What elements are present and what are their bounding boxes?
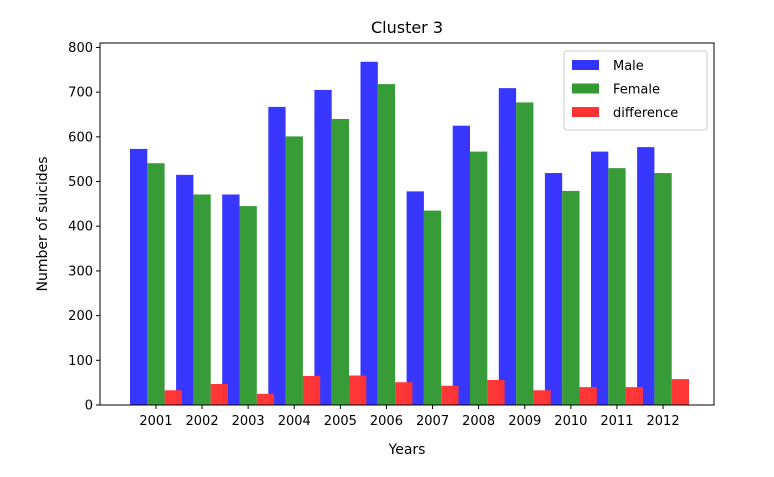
y-tick-label: 200 (68, 309, 93, 324)
legend-swatch-female (572, 83, 599, 94)
bar-difference-2011 (625, 387, 643, 405)
bar-female-2006 (377, 84, 396, 405)
bar-difference-2009 (533, 390, 551, 405)
y-axis: 0 100 200 300 400 500 600 700 800 (68, 41, 100, 414)
y-tick-label: 600 (68, 130, 93, 145)
bar-female-2011 (608, 168, 626, 405)
bar-male-2001 (130, 148, 148, 405)
chart-title: Cluster 3 (371, 18, 443, 37)
bar-difference-2006 (395, 382, 413, 405)
x-tick-label: 2005 (324, 414, 357, 429)
bar-male-2004 (268, 106, 286, 406)
bar-female-2008 (470, 151, 488, 405)
bar-difference-2005 (349, 375, 367, 405)
bar-female-2005 (331, 118, 349, 405)
bar-difference-2003 (256, 393, 275, 405)
bar-difference-2002 (210, 383, 228, 405)
bar-female-2009 (516, 102, 534, 405)
legend-label-female: Female (613, 83, 660, 98)
bar-difference-2010 (579, 387, 597, 405)
y-tick-label: 800 (68, 41, 93, 56)
x-tick-label: 2002 (186, 414, 219, 429)
x-tick-label: 2003 (232, 414, 265, 429)
y-tick-label: 700 (68, 86, 93, 101)
bar-male-2010 (544, 173, 563, 405)
x-axis: 2001 2002 2003 2004 2005 2006 2007 2008 2009 2010… (139, 405, 680, 429)
x-tick-label: 2004 (278, 414, 311, 429)
x-tick-label: 2010 (554, 414, 587, 429)
bar-male-2006 (360, 61, 378, 405)
bar-female-2010 (562, 190, 580, 405)
bar-difference-2008 (487, 379, 505, 405)
y-tick-label: 500 (68, 175, 93, 190)
legend-swatch-male (572, 60, 599, 70)
x-tick-label: 2011 (600, 414, 633, 429)
x-axis-title: Years (388, 442, 426, 458)
bar-difference-2007 (441, 385, 459, 405)
legend-swatch-difference (572, 107, 599, 117)
legend-label-difference: difference (613, 106, 678, 121)
bar-male-2009 (498, 88, 517, 405)
x-tick-label: 2009 (508, 414, 541, 429)
legend-label-male: Male (613, 59, 644, 74)
bars-layer (130, 61, 689, 406)
bar-male-2005 (314, 89, 332, 405)
bar-female-2012 (654, 173, 672, 405)
bar-difference-2012 (671, 379, 689, 405)
bar-male-2008 (452, 125, 470, 405)
x-tick-label: 2006 (370, 414, 403, 429)
plot-frame (99, 42, 715, 406)
bar-female-2002 (193, 194, 211, 405)
x-tick-label: 2007 (416, 414, 449, 429)
bar-male-2012 (637, 147, 655, 405)
bar-male-2003 (222, 194, 240, 405)
x-tick-label: 2008 (462, 414, 495, 429)
bar-difference-2004 (302, 375, 321, 405)
y-tick-label: 300 (68, 264, 93, 279)
bar-female-2004 (285, 136, 303, 405)
bar-male-2011 (591, 151, 609, 405)
y-tick-label: 100 (68, 354, 93, 369)
bar-male-2002 (176, 174, 194, 405)
legend-frame (563, 50, 708, 131)
legend: Male Female difference (563, 50, 708, 131)
y-tick-label: 0 (85, 399, 93, 414)
bar-female-2007 (423, 210, 442, 405)
y-axis-title: Number of suicides (35, 156, 51, 291)
x-tick-label: 2001 (139, 414, 172, 429)
y-tick-label: 400 (68, 220, 93, 235)
x-tick-label: 2012 (647, 414, 680, 429)
bar-male-2007 (406, 191, 424, 405)
bar-female-2003 (239, 206, 257, 405)
bar-difference-2001 (164, 390, 182, 405)
bar-female-2001 (147, 163, 165, 405)
